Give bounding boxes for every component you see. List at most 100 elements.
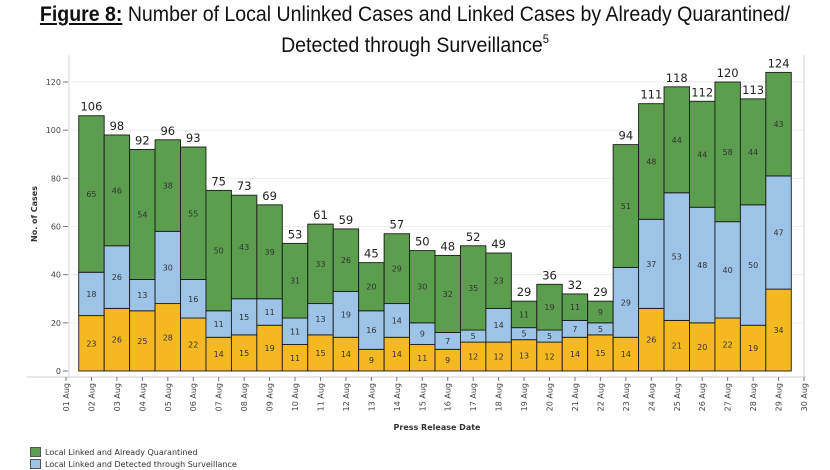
total-value-label: 124 [768,56,790,70]
x-tick-label: 16 Aug [444,383,453,411]
segment-value-label: 11 [570,303,580,312]
segment-value-label: 31 [290,277,300,286]
total-value-label: 92 [135,133,150,147]
segment-value-label: 23 [494,277,504,286]
total-value-label: 94 [619,129,634,143]
bar-stack [103,134,131,372]
title-text-1: Number of Local Unlinked Cases and Linke… [127,3,791,26]
bar-stack [459,245,487,372]
total-value-label: 111 [640,88,662,102]
segment-value-label: 13 [519,351,529,360]
segment-value-label: 25 [137,337,147,346]
segment-value-label: 13 [315,315,325,324]
segment-value-label: 14 [392,316,402,325]
total-value-label: 118 [666,71,688,85]
segment-value-label: 11 [519,310,529,319]
bar-stack [765,71,792,372]
total-value-label: 75 [211,174,226,188]
segment-value-label: 18 [86,290,96,299]
segment-value-label: 14 [341,350,351,359]
legend-item-quarantined: Local Linked and Already Quarantined [30,446,237,458]
bar-stack [230,194,258,372]
bar-stack [332,228,360,372]
x-tick-label: 26 Aug [698,383,707,411]
bar-stack [256,204,283,372]
bar-segment [281,242,309,319]
x-tick-label: 20 Aug [546,383,555,411]
segment-value-label: 26 [646,336,656,345]
segment-value-label: 37 [646,260,656,269]
segment-value-label: 5 [598,325,603,334]
x-tick-label: 07 Aug [215,383,224,411]
y-tick-label: 60 [51,223,61,232]
total-value-label: 29 [517,285,532,299]
y-tick-label: 80 [51,174,61,183]
segment-value-label: 48 [697,261,707,270]
bar-stack [587,300,614,372]
bar-stack [180,146,207,372]
segment-value-label: 54 [137,210,147,219]
bar-segment [739,324,767,372]
segment-value-label: 9 [445,356,450,365]
segment-value-label: 29 [621,298,631,307]
segment-value-label: 35 [468,284,478,293]
x-tick-label: 12 Aug [342,383,351,411]
legend-item-surveillance: Local Linked and Detected through Survei… [30,458,237,470]
segment-value-label: 11 [290,327,300,336]
bar-stack [383,233,411,372]
segment-value-label: 26 [341,256,351,265]
bar-segment [409,344,436,372]
segment-value-label: 50 [748,261,758,270]
x-tick-label: 13 Aug [367,383,376,411]
segment-value-label: 28 [163,333,173,342]
total-value-label: 53 [288,227,303,241]
x-tick-label: 14 Aug [393,383,402,411]
bar-segment [485,341,512,372]
bar-segment [434,254,461,333]
bar-segment [612,336,640,372]
x-tick-label: 06 Aug [189,383,198,411]
bar-segment [510,339,538,372]
segment-value-label: 46 [112,186,122,195]
x-tick-label: 01 Aug [62,383,71,411]
total-value-label: 48 [440,239,455,253]
segment-value-label: 11 [417,354,427,363]
x-tick-label: 22 Aug [596,383,605,411]
y-tick-label: 20 [51,319,61,328]
segment-value-label: 43 [239,243,249,252]
segment-value-label: 40 [723,266,733,275]
segment-value-label: 44 [672,136,682,145]
title-line-2: Detected through Surveillance5 [29,27,801,58]
bar-segment [129,279,156,312]
title-line-1: Figure 8: Number of Local Unlinked Cases… [29,2,801,27]
segment-value-label: 9 [420,330,425,339]
segment-value-label: 19 [748,344,758,353]
legend-label: Local Linked and Already Quarantined [45,447,198,457]
bar-segment [256,324,283,372]
segment-value-label: 5 [547,332,552,341]
segment-value-label: 32 [443,290,453,299]
figure-label: Figure 8: [39,3,123,26]
x-tick-label: 03 Aug [113,383,122,411]
segment-value-label: 48 [646,157,656,166]
x-tick-label: 05 Aug [164,383,173,411]
bar-segment [383,336,411,372]
segment-value-label: 20 [697,343,707,352]
segment-value-label: 39 [264,248,274,257]
segment-value-label: 33 [315,260,325,269]
segment-value-label: 11 [264,308,274,317]
y-tick-label: 120 [46,78,61,87]
bar-stack [510,300,538,372]
segment-value-label: 58 [723,148,733,157]
bar-segment [154,139,181,232]
legend-swatch-green [30,447,41,457]
bar-segment [459,245,487,331]
segment-value-label: 13 [137,291,147,300]
segment-value-label: 14 [494,321,504,330]
total-value-label: 96 [160,124,175,138]
y-axis-title: No. of Cases [30,186,39,242]
bar-segment [383,233,411,305]
segment-value-label: 30 [163,263,173,272]
title-text-2: Detected through Surveillance [281,34,543,57]
total-value-label: 32 [568,278,583,292]
